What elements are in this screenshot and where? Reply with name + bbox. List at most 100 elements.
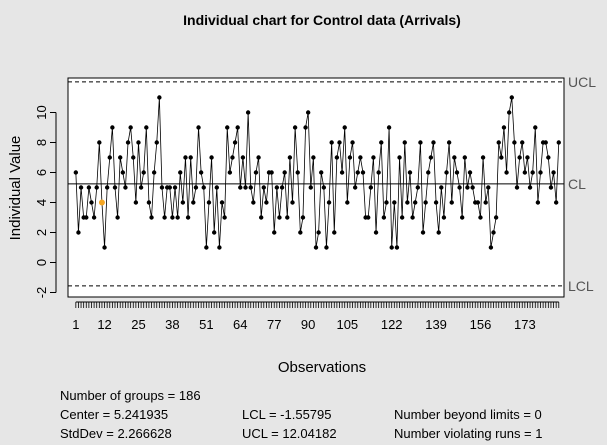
data-point [235, 125, 240, 130]
data-point [141, 170, 146, 175]
series-line [75, 97, 560, 248]
data-point [97, 140, 102, 145]
data-point [339, 170, 345, 175]
data-point [120, 170, 126, 175]
data-point [457, 185, 462, 190]
data-point [292, 125, 298, 130]
data-point [334, 155, 340, 160]
data-point [454, 170, 460, 175]
data-point [413, 200, 418, 205]
data-point [172, 185, 178, 190]
data-point [428, 155, 434, 160]
data-point [162, 215, 167, 220]
data-point [225, 125, 230, 130]
data-point [269, 170, 274, 175]
data-point [211, 230, 217, 235]
data-point [209, 155, 214, 160]
data-point [248, 185, 253, 190]
x-tick-label: 77 [267, 317, 281, 332]
data-point [232, 140, 238, 145]
series-polyline [75, 97, 560, 248]
data-point [178, 170, 183, 175]
data-point [185, 215, 191, 220]
data-point [520, 140, 525, 145]
data-point [483, 200, 488, 205]
data-point [321, 185, 327, 190]
data-point [350, 140, 355, 145]
data-point [272, 230, 277, 235]
data-point [84, 215, 89, 220]
data-point [188, 155, 193, 160]
y-tick-label: 2 [34, 229, 49, 236]
y-tick-label: 10 [34, 105, 49, 119]
data-point [394, 245, 400, 250]
data-point [488, 245, 494, 250]
data-point [376, 170, 381, 175]
data-point [118, 155, 123, 160]
data-point [501, 125, 507, 130]
data-point [441, 215, 447, 220]
data-point [329, 140, 334, 145]
x-tick-label: 64 [233, 317, 247, 332]
x-axis-label: Observations [278, 359, 366, 376]
data-point [407, 170, 413, 175]
data-point [154, 140, 159, 145]
data-point [110, 125, 115, 130]
data-point [389, 245, 394, 250]
data-point [452, 155, 457, 160]
data-point [319, 170, 324, 175]
data-point [535, 200, 541, 205]
data-point [157, 95, 162, 100]
data-point [332, 230, 337, 235]
data-point [274, 185, 280, 190]
data-point [496, 140, 501, 145]
data-point [251, 200, 256, 205]
data-point [352, 185, 358, 190]
lcl-label: LCL [568, 278, 594, 294]
data-point [418, 140, 423, 145]
data-point [277, 215, 282, 220]
data-point [316, 230, 321, 235]
x-tick-label: 173 [514, 317, 536, 332]
data-point [444, 170, 449, 175]
data-point [399, 215, 405, 220]
data-point [504, 170, 509, 175]
data-point [295, 170, 300, 175]
plot-frame [67, 77, 565, 298]
x-tick-label: 156 [470, 317, 492, 332]
data-point [366, 215, 371, 220]
stats-groups: Number of groups = 186 [60, 388, 201, 403]
data-point [342, 125, 347, 130]
data-point [170, 215, 175, 220]
data-point [392, 200, 397, 205]
data-point [243, 185, 248, 190]
data-point [204, 245, 209, 250]
x-tick-label: 51 [199, 317, 213, 332]
data-point [144, 125, 149, 130]
data-point [227, 170, 233, 175]
data-point [467, 170, 473, 175]
ucl-label: UCL [568, 74, 596, 90]
data-point [415, 185, 421, 190]
data-point [222, 215, 227, 220]
data-point [86, 185, 92, 190]
data-point [104, 185, 110, 190]
y-tick-label: 8 [34, 139, 49, 146]
data-point [546, 155, 551, 160]
data-point [358, 155, 363, 160]
data-point [159, 185, 165, 190]
data-point [538, 170, 543, 175]
x-tick-label: 105 [336, 317, 358, 332]
data-point [285, 215, 290, 220]
data-point [167, 185, 173, 190]
data-point [264, 200, 269, 205]
data-point [514, 185, 520, 190]
data-point [305, 110, 311, 115]
data-point [256, 155, 261, 160]
data-point [384, 200, 389, 205]
data-point [410, 215, 415, 220]
data-point [282, 170, 287, 175]
data-point [439, 185, 444, 190]
data-point [149, 215, 154, 220]
data-point [470, 185, 475, 190]
